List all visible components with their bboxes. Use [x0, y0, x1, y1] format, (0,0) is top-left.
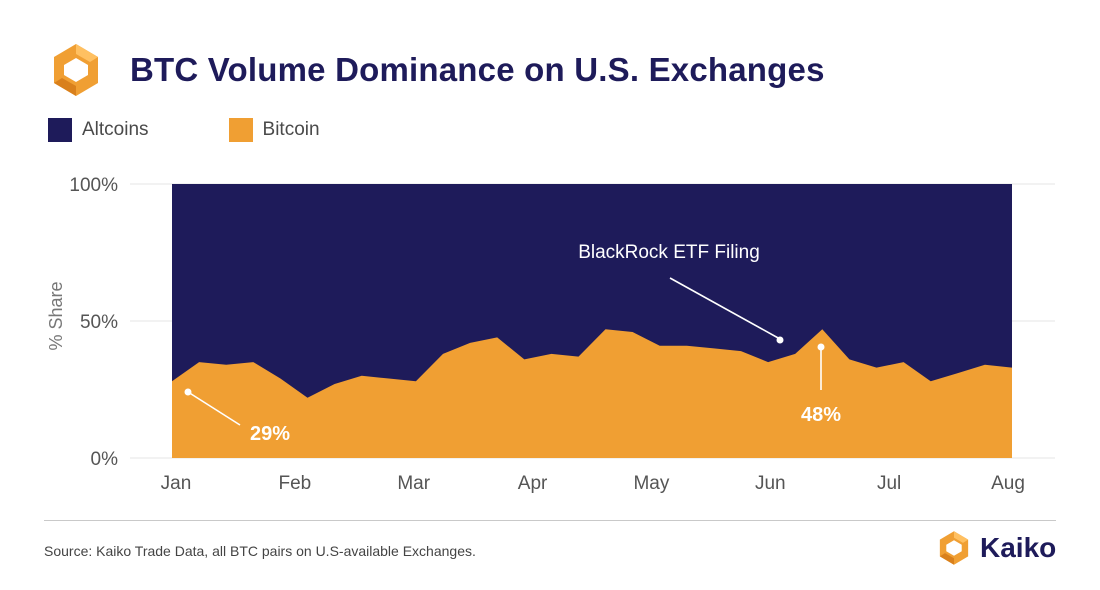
annotation-dot-blackrock: [776, 336, 784, 344]
annotation-label-48: 48%: [801, 404, 841, 426]
legend-swatch-altcoins: [48, 118, 72, 142]
footer-brand: Kaiko: [936, 530, 1056, 566]
kaiko-brand-icon: [939, 531, 969, 565]
legend-label-bitcoin: Bitcoin: [262, 119, 320, 140]
annotation-dot-48: [817, 343, 825, 351]
legend-swatch-bitcoin: [228, 118, 253, 142]
footer-divider: [44, 520, 1056, 521]
header: BTC Volume Dominance on U.S. Exchanges: [48, 40, 825, 100]
y-tick-label-0: 0%: [91, 449, 119, 470]
x-tick-label-aug: Aug: [991, 473, 1025, 494]
x-tick-label-may: May: [633, 473, 669, 494]
stacked-area-chart: 0% 50% 100% % Share Jan Feb Mar Apr May Jun Jul Aug…: [46, 175, 1055, 494]
x-tick-label-feb: Feb: [278, 473, 311, 494]
legend: Altcoins Bitcoin: [48, 118, 400, 142]
annotation-label-29: 29%: [250, 423, 290, 445]
legend-item-altcoins: Altcoins: [48, 118, 149, 142]
x-tick-label-mar: Mar: [397, 473, 430, 494]
annotation-leader-29: [187, 391, 241, 426]
page-title: BTC Volume Dominance on U.S. Exchanges: [130, 51, 825, 88]
annotation-label-blackrock: BlackRock ETF Filing: [578, 242, 760, 263]
y-axis-label: % Share: [46, 281, 66, 350]
legend-item-bitcoin: Bitcoin: [228, 118, 320, 142]
brand-name: Kaiko: [980, 532, 1057, 563]
y-tick-label-100: 100%: [69, 175, 118, 196]
y-tick-label-50: 50%: [80, 312, 118, 333]
x-tick-label-jan: Jan: [161, 473, 192, 494]
legend-label-altcoins: Altcoins: [82, 119, 149, 140]
x-tick-label-jun: Jun: [755, 473, 786, 494]
kaiko-logo-icon: [54, 44, 98, 96]
source-note: Source: Kaiko Trade Data, all BTC pairs …: [44, 543, 476, 559]
annotation-dot-29: [184, 388, 192, 396]
annotation-leader-blackrock: [669, 277, 781, 340]
x-tick-label-jul: Jul: [877, 473, 901, 494]
area-bitcoin: [172, 329, 1012, 458]
x-tick-label-apr: Apr: [518, 473, 548, 494]
